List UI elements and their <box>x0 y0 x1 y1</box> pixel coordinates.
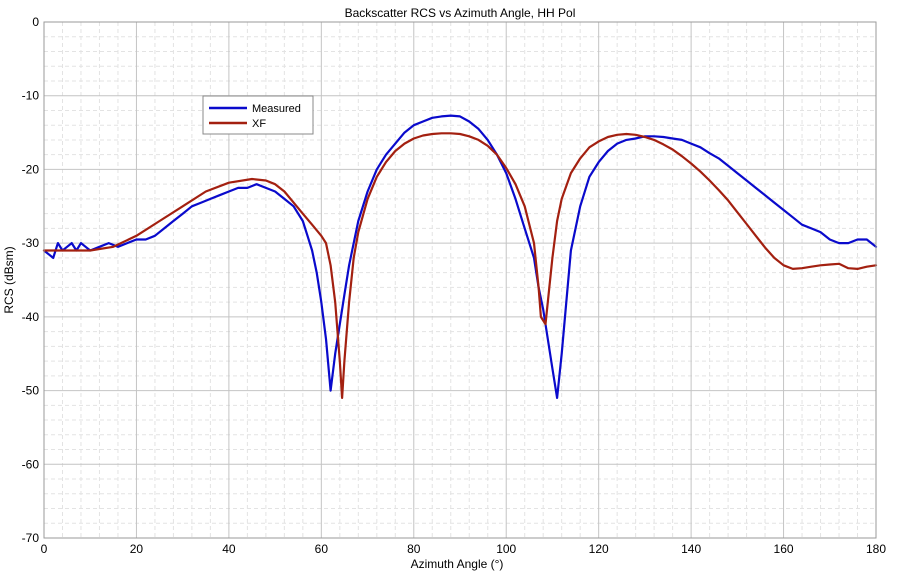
y-axis-ticks: 0 -10 -20 -30 -40 -50 -60 -70 <box>22 15 40 545</box>
series-line-measured <box>42 114 878 399</box>
x-tick-label: 80 <box>407 542 421 556</box>
x-tick-label: 60 <box>315 542 329 556</box>
x-tick-label: 120 <box>589 542 609 556</box>
x-tick-label: 100 <box>496 542 516 556</box>
y-tick-label: -70 <box>22 531 40 545</box>
y-tick-label: -10 <box>22 89 40 103</box>
x-tick-label: 40 <box>222 542 236 556</box>
y-tick-label: -60 <box>22 457 40 471</box>
x-axis-title: Azimuth Angle (°) <box>411 557 504 571</box>
y-tick-label: -30 <box>22 236 40 250</box>
plot-area <box>43 21 877 539</box>
x-tick-label: 140 <box>681 542 701 556</box>
series-line-xf <box>42 132 878 399</box>
plot-border <box>43 21 877 539</box>
legend-label-measured: Measured <box>252 103 301 115</box>
x-axis-ticks: 0 20 40 60 80 100 120 140 160 180 <box>41 542 887 556</box>
series-layer <box>42 114 878 399</box>
x-tick-label: 160 <box>774 542 794 556</box>
y-tick-label: 0 <box>32 15 39 29</box>
x-tick-label: 20 <box>130 542 144 556</box>
y-tick-label: -50 <box>22 384 40 398</box>
x-tick-label: 180 <box>866 542 886 556</box>
chart-title: Backscatter RCS vs Azimuth Angle, HH Pol <box>345 6 576 20</box>
legend-box <box>202 95 314 135</box>
legend: Measured XF <box>202 95 314 135</box>
y-axis-title: RCS (dBsm) <box>2 246 16 313</box>
legend-label-xf: XF <box>252 118 266 130</box>
x-tick-label: 0 <box>41 542 48 556</box>
y-tick-label: -20 <box>22 162 40 176</box>
y-tick-label: -40 <box>22 310 40 324</box>
